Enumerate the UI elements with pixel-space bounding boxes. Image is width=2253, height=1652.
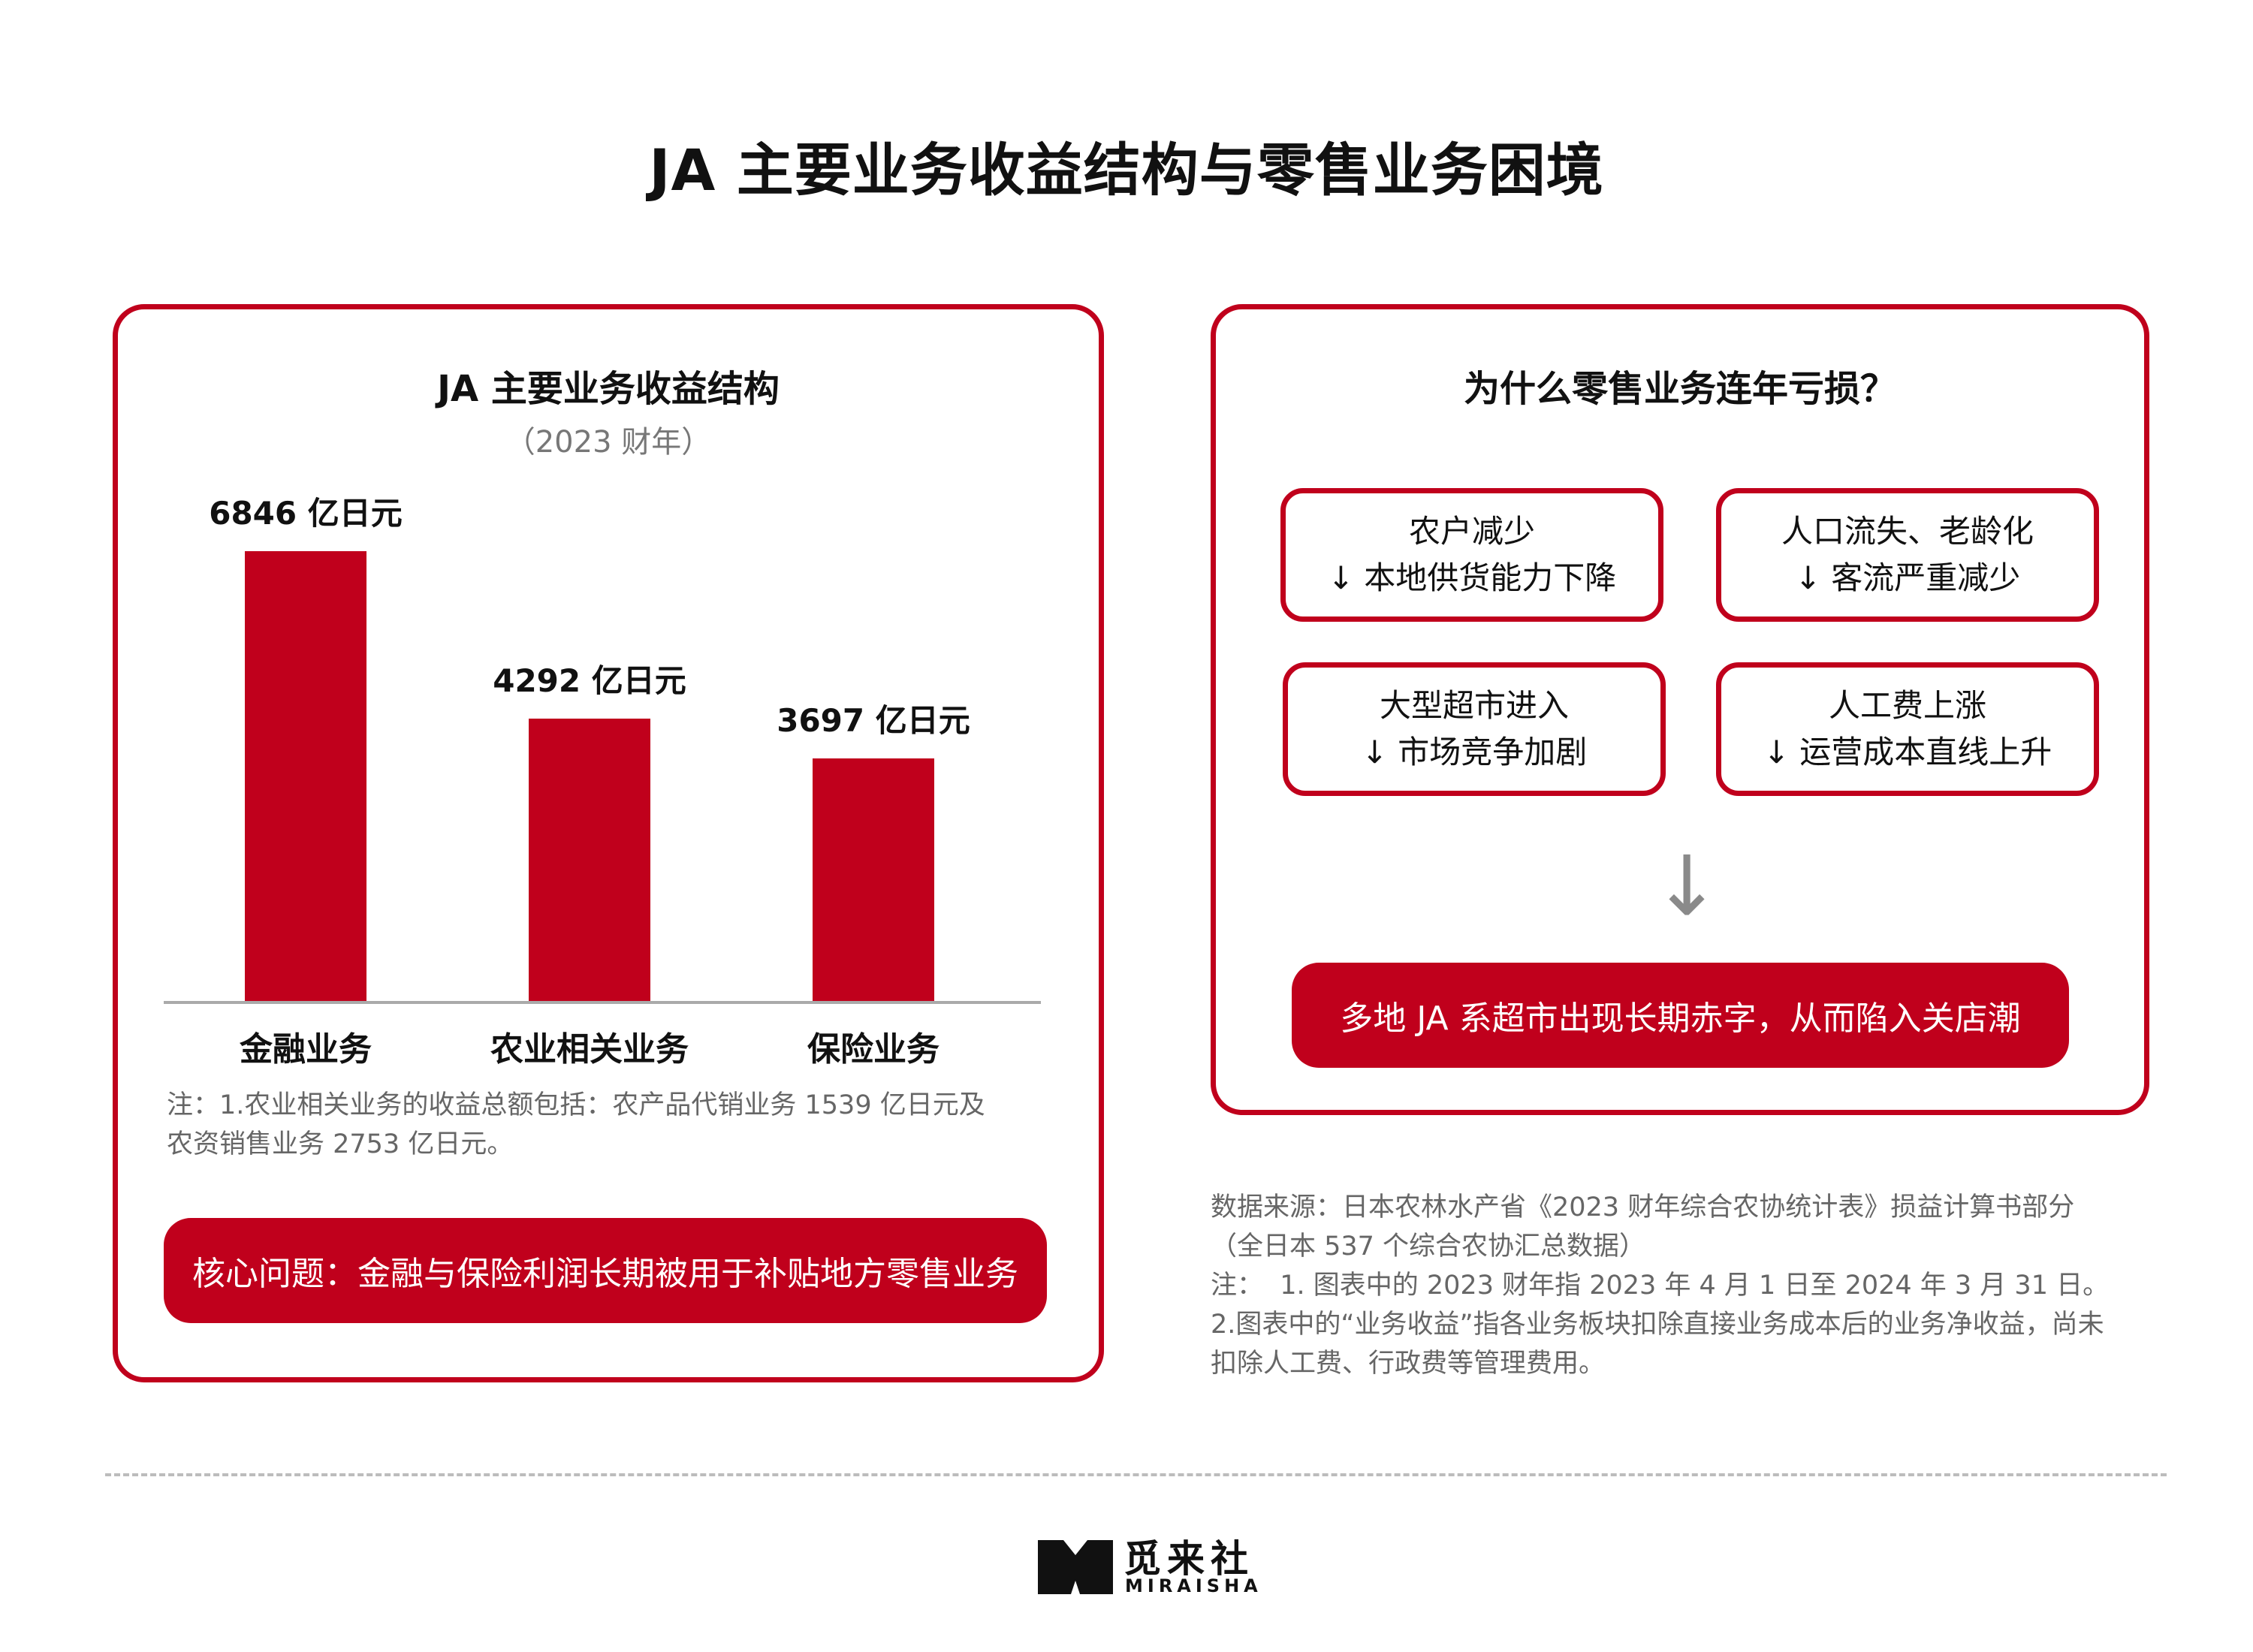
page-title: JA 主要业务收益结构与零售业务困境	[649, 137, 1604, 203]
source-note-line: 2.图表中的“业务收益”指各业务板块扣除直接业务成本后的业务净收益，尚未	[1211, 1310, 2104, 1340]
chart-title: JA 主要业务收益结构	[437, 368, 780, 410]
chart-subtitle: （2023 财年）	[505, 425, 712, 460]
source-note-line: 注： 1. 图表中的 2023 财年指 2023 年 4 月 1 日至 2024…	[1211, 1271, 2110, 1301]
brand-name-en: MIRAISHA	[1125, 1575, 1262, 1596]
reason-box-labor-cost: 人工费上涨 ↓ 运营成本直线上升	[1716, 662, 2099, 796]
reasons-title: 为什么零售业务连年亏损？	[1463, 368, 1896, 410]
source-notes: 数据来源：日本农林水产省《2023 财年综合农协统计表》损益计算书部分 （全日本…	[1211, 1188, 2187, 1383]
reason-box-supermarkets: 大型超市进入 ↓ 市场竞争加剧	[1283, 662, 1666, 796]
reason-effect: ↓ 本地供货能力下降	[1327, 559, 1617, 596]
source-line: （全日本 537 个综合农协汇总数据）	[1211, 1231, 1646, 1262]
chart-note-line-1: 注：1.农业相关业务的收益总额包括：农产品代销业务 1539 亿日元及	[167, 1090, 985, 1120]
reason-box-farmers: 农户减少 ↓ 本地供货能力下降	[1280, 488, 1663, 622]
chart-note-line-2: 农资销售业务 2753 亿日元。	[167, 1129, 514, 1159]
book-icon	[1038, 1534, 1113, 1594]
reason-cause: 大型超市进入	[1379, 687, 1569, 724]
reason-effect: ↓ 运营成本直线上升	[1763, 734, 2052, 770]
footer-divider	[105, 1473, 2167, 1476]
core-issue-banner: 核心问题：金融与保险利润长期被用于补贴地方零售业务	[164, 1218, 1047, 1323]
chart-note: 注：1.农业相关业务的收益总额包括：农产品代销业务 1539 亿日元及 农资销售…	[167, 1086, 1068, 1164]
reason-cause: 农户减少	[1408, 513, 1535, 550]
reason-box-population: 人口流失、老龄化 ↓ 客流严重减少	[1716, 488, 2099, 622]
reason-cause: 人口流失、老龄化	[1781, 513, 2034, 550]
source-line: 数据来源：日本农林水产省《2023 财年综合农协统计表》损益计算书部分	[1211, 1192, 2075, 1222]
arrow-down-icon: ↓	[1652, 838, 1722, 934]
brand-name-cn: 觅来社	[1123, 1537, 1254, 1581]
reason-effect: ↓ 客流严重减少	[1794, 559, 2021, 596]
reason-effect: ↓ 市场竞争加剧	[1361, 734, 1588, 770]
reason-cause: 人工费上涨	[1828, 687, 1986, 724]
conclusion-banner: 多地 JA 系超市出现长期赤字，从而陷入关店潮	[1292, 963, 2069, 1068]
source-note-line: 扣除人工费、行政费等管理费用。	[1211, 1349, 1606, 1379]
